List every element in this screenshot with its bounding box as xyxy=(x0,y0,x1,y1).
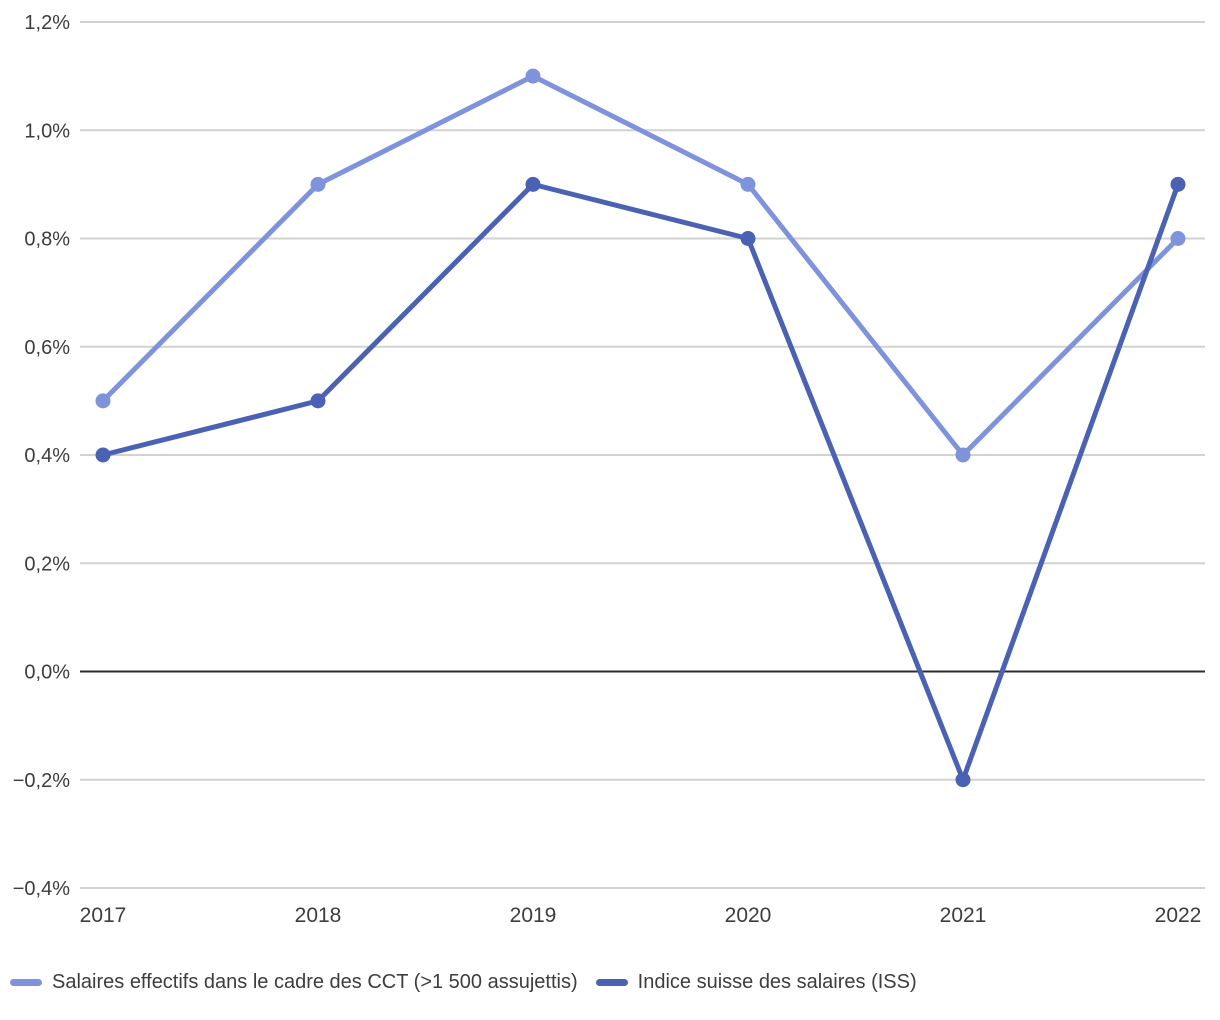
legend-item-iss[interactable]: Indice suisse des salaires (ISS) xyxy=(595,970,917,994)
y-tick-label: 0,6% xyxy=(24,337,70,359)
x-tick-label: 2021 xyxy=(940,904,987,927)
data-point xyxy=(525,68,541,84)
data-point xyxy=(955,447,971,463)
y-tick-label: 0,8% xyxy=(24,229,70,251)
data-point xyxy=(95,393,111,409)
y-tick-label: 1,2% xyxy=(24,12,70,34)
data-point xyxy=(1170,176,1186,192)
y-tick-label: 1,0% xyxy=(24,120,70,142)
legend-marker-iss-icon xyxy=(595,978,628,986)
data-point xyxy=(310,393,326,409)
y-tick-label: −0,4% xyxy=(13,878,70,900)
y-tick-label: 0,0% xyxy=(24,662,70,684)
chart-legend: Salaires effectifs dans le cadre des CCT… xyxy=(10,960,1220,1004)
data-point xyxy=(740,176,756,192)
y-tick-label: 0,2% xyxy=(24,553,70,575)
data-point xyxy=(740,231,756,246)
series-line-cct xyxy=(100,73,1181,458)
series-line-iss xyxy=(100,181,1181,783)
y-tick-label: 0,4% xyxy=(24,445,70,467)
x-tick-label: 2020 xyxy=(725,904,772,927)
legend-label-iss: Indice suisse des salaires (ISS) xyxy=(637,970,917,993)
x-tick-label: 2022 xyxy=(1155,904,1202,927)
data-point xyxy=(1170,231,1186,246)
legend-item-cct[interactable]: Salaires effectifs dans le cadre des CCT… xyxy=(10,971,578,994)
data-point xyxy=(955,772,971,788)
data-point xyxy=(95,447,111,463)
legend-marker-cct-icon xyxy=(10,978,42,986)
y-tick-label: −0,2% xyxy=(13,770,70,792)
x-tick-label: 2019 xyxy=(510,904,557,927)
line-chart: 1,2% 1,0% 0,8% 0,6% 0,4% 0,2% 0,0% −0,2% −0,4% 20… xyxy=(13,12,1205,927)
data-point xyxy=(525,176,541,192)
x-tick-label: 2017 xyxy=(80,904,127,927)
legend-label-cct: Salaires effectifs dans le cadre des CCT… xyxy=(52,970,578,993)
x-tick-label: 2018 xyxy=(295,904,342,927)
data-point xyxy=(310,176,326,192)
